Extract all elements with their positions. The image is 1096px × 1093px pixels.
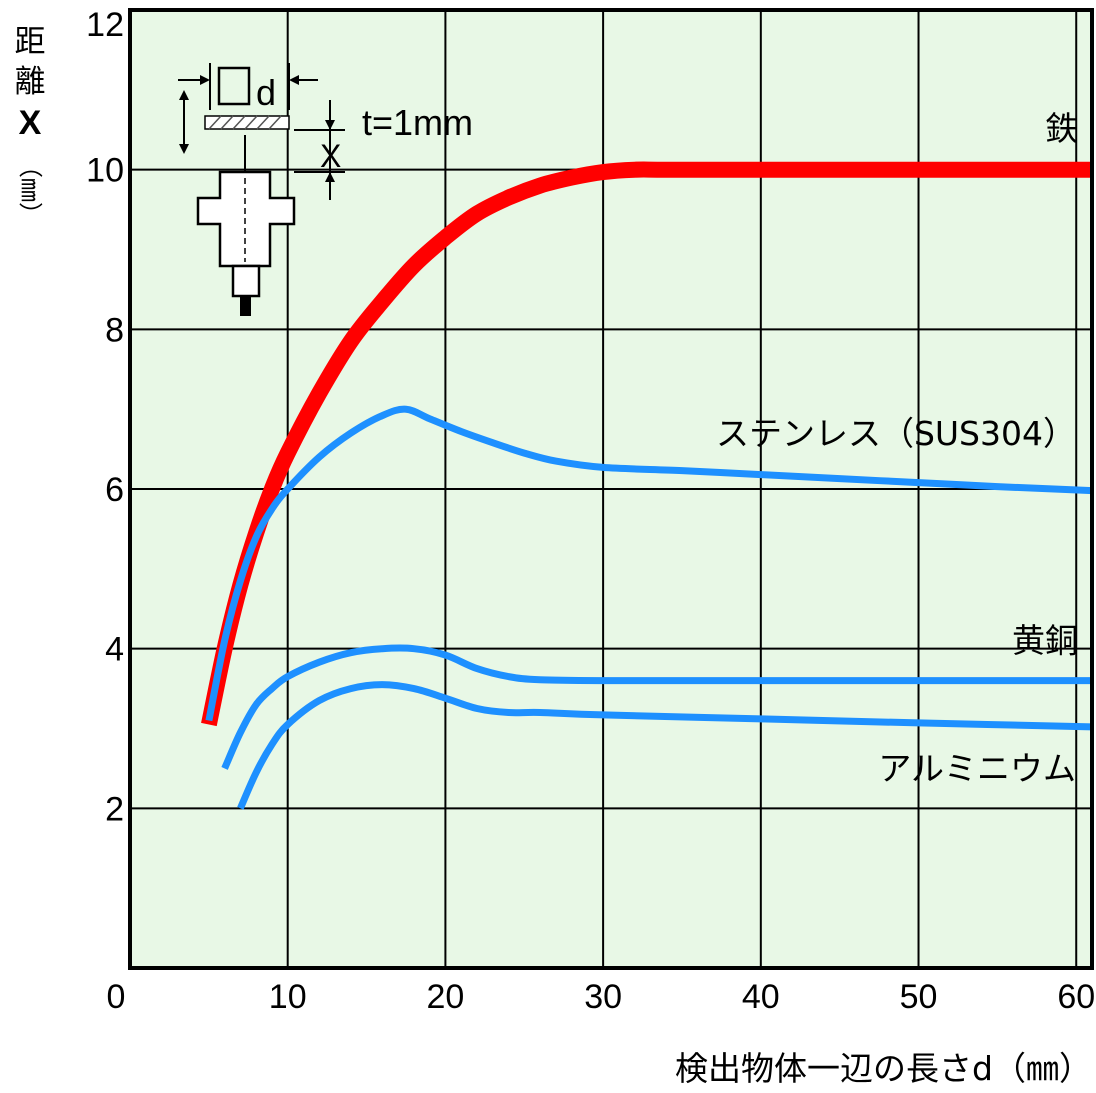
y-tick-label: 8: [105, 311, 124, 349]
inset-x-label: X: [320, 138, 341, 174]
series-label-iron: 鉄: [1045, 109, 1078, 148]
x-tick-label: 10: [269, 978, 307, 1016]
y-tick-label: 2: [105, 790, 124, 828]
y-tick-label: 4: [105, 631, 124, 669]
x-axis-label: 検出物体一辺の長さd（㎜）: [675, 1049, 1092, 1088]
x-tick-label: 0: [107, 978, 126, 1016]
series-line-aluminum: [237, 681, 1093, 810]
y-tick-labels: 2 4 6 8 10 12: [86, 6, 124, 828]
series-label-stainless: ステンレス（SUS304）: [716, 414, 1076, 453]
y-tick-label: 12: [86, 6, 124, 44]
series-line-brass: [221, 644, 1092, 770]
sensor-inset-diagram: d X t=1mm: [178, 63, 473, 316]
x-tick-label: 30: [584, 978, 622, 1016]
y-axis-label-char-2: 離: [15, 64, 46, 100]
x-tick-label: 40: [742, 978, 780, 1016]
series-line-iron: [201, 161, 1092, 727]
y-axis-label-unit: （㎜）: [16, 154, 44, 226]
plot-frame: [128, 8, 1094, 970]
series-label-aluminum: アルミニウム: [878, 749, 1076, 788]
x-tick-label: 60: [1057, 978, 1095, 1016]
sensor-body: [196, 135, 296, 316]
distance-dimension: X: [294, 100, 345, 200]
y-tick-label: 6: [105, 471, 124, 509]
x-tick-labels: 0 10 20 30 40 50 60: [107, 978, 1096, 1016]
target-plate: d: [178, 63, 318, 154]
series-line-stainless: [205, 405, 1093, 722]
y-axis-label-char-1: 距: [15, 24, 46, 60]
inset-thickness-label: t=1mm: [362, 102, 473, 143]
x-tick-label: 50: [900, 978, 938, 1016]
series-group: [201, 161, 1093, 810]
y-tick-label: 10: [86, 152, 124, 190]
y-axis-label-char-3: X: [19, 104, 42, 142]
x-tick-label: 20: [426, 978, 464, 1016]
series-label-brass: 黄銅: [1012, 621, 1078, 660]
inset-d-label: d: [256, 72, 276, 113]
